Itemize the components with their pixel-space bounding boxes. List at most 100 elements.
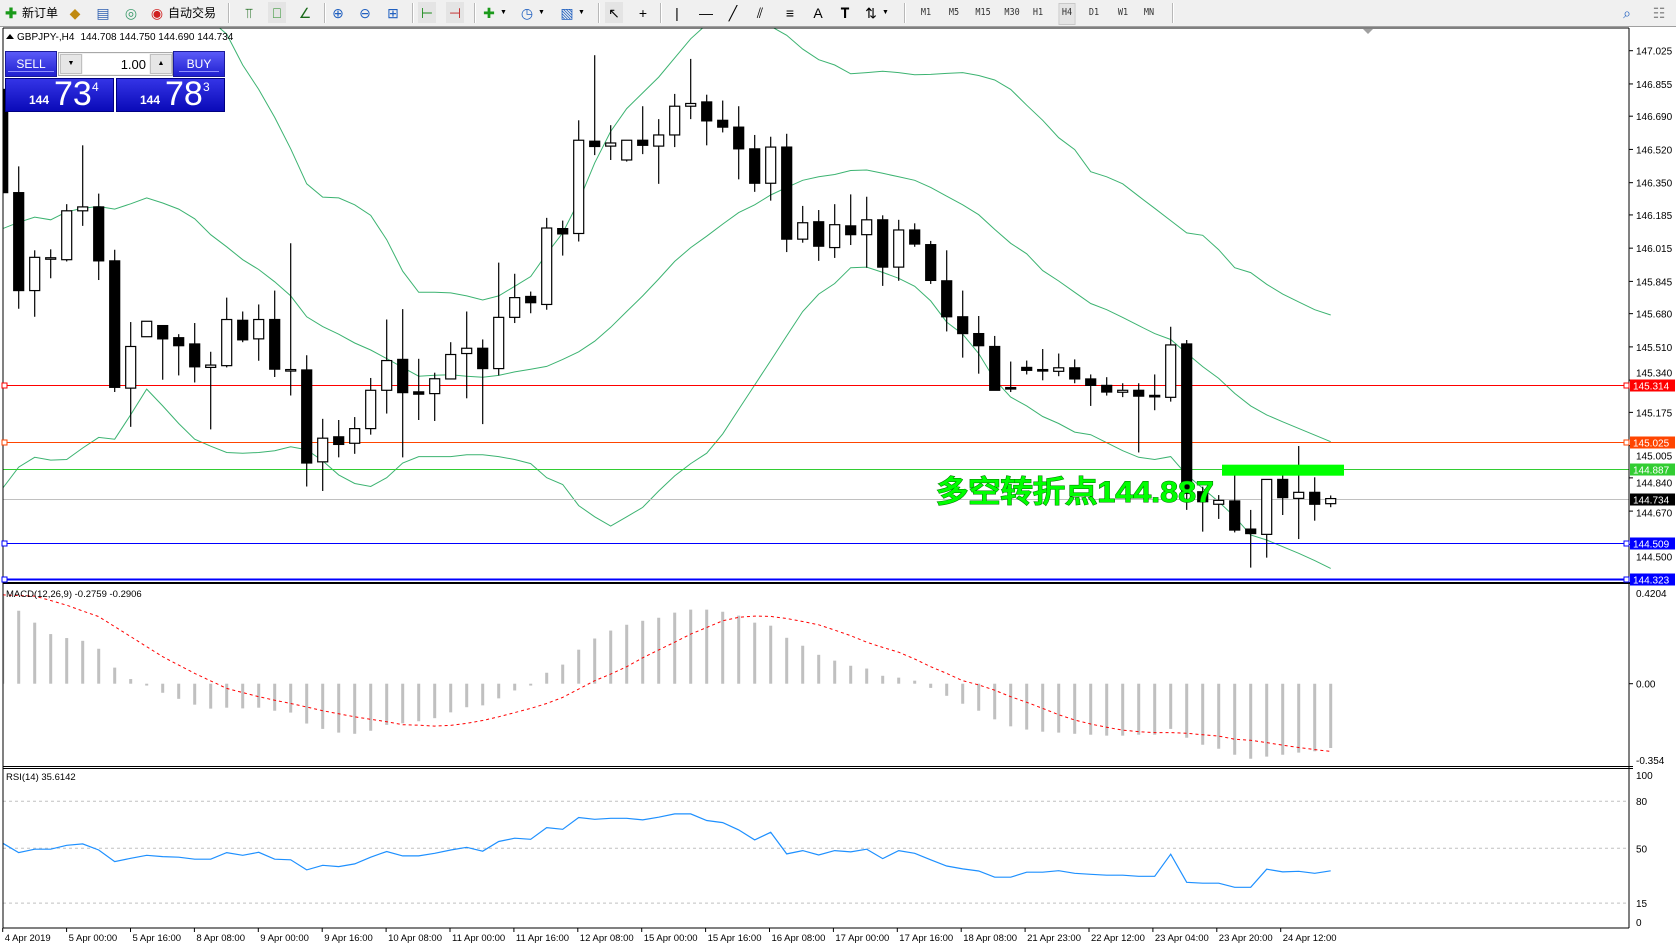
bullish-candle-body bbox=[493, 316, 505, 370]
timeframe-w1[interactable]: W1 bbox=[1117, 7, 1129, 18]
candle bbox=[269, 290, 281, 377]
chart-symbol: GBPJPY-,H4 bbox=[17, 32, 75, 43]
bearish-candle-body bbox=[1133, 389, 1145, 397]
history-button[interactable]: ▤ bbox=[94, 2, 112, 23]
chart-shift-marker-icon[interactable] bbox=[1363, 29, 1373, 34]
bullish-candle-body bbox=[205, 364, 217, 369]
timeframe-h1[interactable]: H1 bbox=[1032, 7, 1044, 18]
text-label-tool[interactable]: 𝐓 bbox=[836, 2, 854, 23]
new-order-button[interactable]: ✚ 新订单 bbox=[2, 2, 58, 23]
arrows-tool[interactable]: ⇅ ▼ bbox=[862, 2, 889, 23]
timeframe-d1[interactable]: D1 bbox=[1088, 7, 1100, 18]
line-anchor-handle[interactable] bbox=[1623, 540, 1630, 547]
pivot-annotation-text[interactable]: 多空转折点144.887 bbox=[936, 476, 1215, 510]
zoom-out-button[interactable]: ⊖ bbox=[356, 2, 374, 23]
chat-button[interactable]: ☷ bbox=[1650, 2, 1668, 23]
lot-decrease-button[interactable]: ▼ bbox=[60, 54, 82, 74]
pivot-marker-bar[interactable] bbox=[1222, 464, 1344, 476]
sell-price-big: 73 bbox=[54, 75, 92, 113]
collapse-triangle-icon[interactable] bbox=[6, 34, 14, 39]
line-anchor-handle[interactable] bbox=[1623, 439, 1630, 446]
equidistant-channel-tool[interactable]: ⫽ bbox=[751, 2, 769, 23]
candle bbox=[1261, 478, 1273, 558]
price-tag bbox=[1630, 463, 1675, 476]
bearish-candle-body bbox=[1309, 491, 1321, 505]
bullish-candle-body bbox=[861, 219, 873, 236]
periods-button[interactable]: ◷ ▼ bbox=[518, 2, 545, 23]
horizontal-line-tool[interactable]: — bbox=[697, 2, 715, 23]
bullish-candle-body bbox=[221, 318, 233, 367]
candle bbox=[701, 94, 713, 146]
fibonacci-tool[interactable]: ≡ bbox=[781, 2, 799, 23]
timeframe-m5[interactable]: M5 bbox=[948, 7, 960, 18]
bearish-candle-body bbox=[109, 260, 121, 388]
timeframe-m1[interactable]: M1 bbox=[920, 7, 932, 18]
line-chart-button[interactable]: ∠ bbox=[296, 2, 314, 23]
sell-price[interactable]: 144 73 4 bbox=[5, 75, 114, 113]
bullish-candle-body bbox=[77, 206, 89, 212]
timeframe-h4[interactable]: H4 bbox=[1058, 3, 1076, 25]
lot-increase-button[interactable]: ▲ bbox=[150, 54, 172, 74]
crosshair-icon: + bbox=[638, 4, 648, 21]
one-click-trading-panel: SELL ▼ ▲ BUY 144 73 4 144 78 3 bbox=[5, 51, 225, 113]
vertical-line-tool[interactable]: | bbox=[668, 2, 686, 23]
macd-axis-label: 0.4204 bbox=[1636, 589, 1667, 600]
time-axis-label: 17 Apr 00:00 bbox=[835, 933, 889, 944]
signals-button[interactable]: ◎ bbox=[122, 2, 140, 23]
buy-button[interactable]: BUY bbox=[173, 51, 225, 77]
search-button[interactable]: ⌕ bbox=[1618, 2, 1636, 23]
timeframe-m15[interactable]: M15 bbox=[975, 7, 991, 18]
templates-button[interactable]: ▧ ▼ bbox=[558, 2, 585, 23]
autotrade-button[interactable]: ◉ 自动交易 bbox=[148, 2, 216, 23]
buy-price[interactable]: 144 78 3 bbox=[116, 75, 225, 113]
text-tool[interactable]: A bbox=[809, 2, 827, 23]
candle bbox=[13, 166, 25, 309]
line-anchor-handle[interactable] bbox=[1, 540, 8, 547]
cursor-tool[interactable]: ↖ bbox=[605, 2, 623, 23]
chevron-down-icon: ▼ bbox=[882, 9, 889, 16]
bearish-candle-body bbox=[3, 88, 9, 194]
price-axis-label: 147.025 bbox=[1636, 47, 1673, 58]
bearish-candle-body bbox=[925, 244, 937, 282]
sell-button[interactable]: SELL bbox=[5, 51, 57, 77]
timeframe-m30[interactable]: M30 bbox=[1004, 7, 1020, 18]
new-order-label: 新订单 bbox=[22, 6, 59, 20]
candle bbox=[365, 377, 377, 435]
price-window[interactable]: 多空转折点144.887 bbox=[0, 0, 1629, 581]
bollinger-upper-band bbox=[218, 28, 1331, 316]
chart-shift-button[interactable]: ⊣ bbox=[446, 2, 464, 23]
candle bbox=[1085, 374, 1097, 406]
zoom-in-button[interactable]: ⊕ bbox=[329, 2, 347, 23]
crosshair-tool[interactable]: + bbox=[634, 2, 652, 23]
bullish-candle-body bbox=[829, 224, 841, 249]
bearish-candle-body bbox=[701, 101, 713, 122]
line-anchor-handle[interactable] bbox=[1, 382, 8, 389]
bearish-candle-body bbox=[589, 140, 601, 148]
line-anchor-handle[interactable] bbox=[1623, 576, 1630, 583]
chat-bubbles-icon: ☷ bbox=[1652, 4, 1666, 21]
bar-chart-icon: ⫪ bbox=[245, 4, 253, 21]
macd-window[interactable] bbox=[3, 594, 1333, 759]
indicators-button[interactable]: ✚ ▼ bbox=[480, 2, 507, 23]
auto-scroll-button[interactable]: ⊢ bbox=[418, 2, 436, 23]
bearish-candle-body bbox=[717, 119, 729, 128]
line-anchor-handle[interactable] bbox=[1623, 382, 1630, 389]
bearish-candle-body bbox=[13, 192, 25, 292]
bar-chart-button[interactable]: ⫪ bbox=[240, 2, 258, 23]
market-watch-button[interactable]: ◆ bbox=[66, 2, 84, 23]
lot-input[interactable] bbox=[83, 54, 149, 74]
tile-windows-button[interactable]: ⊞ bbox=[384, 2, 402, 23]
timeframe-mn[interactable]: MN bbox=[1143, 7, 1155, 18]
candle bbox=[125, 322, 137, 427]
line-anchor-handle[interactable] bbox=[1, 439, 8, 446]
trendline-tool[interactable]: ╱ bbox=[724, 2, 742, 23]
bullish-candle-body bbox=[381, 359, 393, 391]
line-anchor-handle[interactable] bbox=[1, 576, 8, 583]
bearish-candle-body bbox=[957, 316, 969, 335]
rsi-label: RSI(14) 35.6142 bbox=[6, 772, 76, 783]
bullish-candle-body bbox=[621, 139, 633, 161]
candlestick-button[interactable]: ⎕ bbox=[268, 2, 286, 23]
price-axis-label: 144.840 bbox=[1636, 479, 1673, 490]
price-tag-label: 144.323 bbox=[1633, 576, 1670, 587]
